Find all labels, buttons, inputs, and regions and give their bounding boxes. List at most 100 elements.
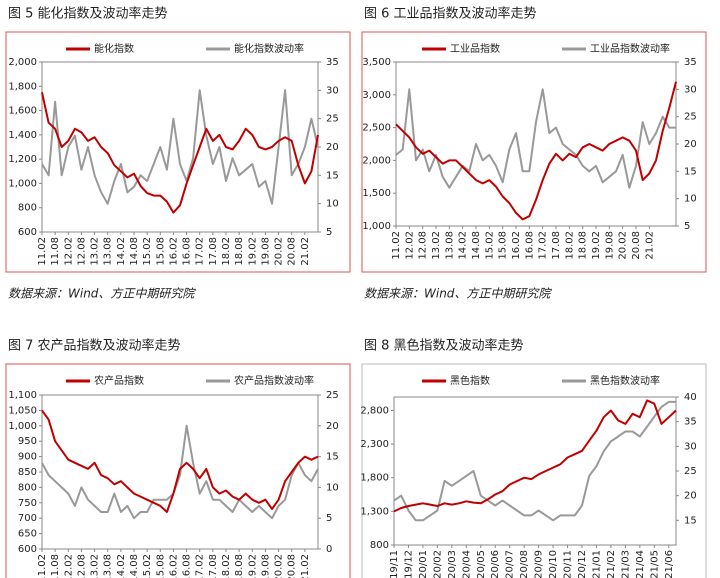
x-tick-label: 13.02 [90,237,101,266]
y2-tick-label: 15 [684,515,697,526]
y-tick-label: 2,500 [362,123,391,134]
series-line [41,89,319,205]
x-tick-label: 14.02 [116,237,127,266]
x-tick-label: 12.08 [76,554,87,578]
x-tick-label: 14.02 [458,231,469,260]
x-tick-label: 14.02 [116,554,127,578]
x-tick-label: 16.08 [182,554,193,578]
x-tick-label: 16.08 [182,237,193,266]
x-tick-label: 19.02 [247,237,258,266]
legend-label: 农产品指数波动率 [234,374,314,387]
x-tick-label: 20.08 [287,237,298,266]
y2-tick-label: 5 [684,221,690,232]
x-tick-label: 17.02 [195,554,206,578]
y2-tick-label: 5 [326,227,332,238]
legend-label: 能化指数波动率 [234,42,304,55]
x-tick-label: 21/02 [606,550,617,578]
y-tick-label: 600 [18,227,37,238]
x-tick-label: 17.08 [208,554,219,578]
y2-tick-label: 35 [326,57,339,68]
chart-frame [5,363,351,578]
x-tick-label: 19/12 [403,550,414,578]
x-tick-label: 12.08 [418,231,429,260]
x-tick-label: 20/03 [447,550,458,578]
series-line [395,88,676,189]
x-tick-label: 11.02 [37,554,48,578]
y-tick-label: 1,400 [8,130,37,141]
x-tick-label: 14.08 [129,554,140,578]
x-tick-label: 15.08 [498,231,509,260]
x-tick-label: 15.02 [142,237,153,266]
y2-tick-label: 20 [326,421,339,432]
y-tick-label: 900 [18,452,37,463]
x-tick-label: 13.02 [431,231,442,260]
x-tick-label: 15.08 [155,554,166,578]
x-tick-label: 15.08 [155,237,166,266]
x-tick-label: 15.02 [142,554,153,578]
y2-tick-label: 0 [326,544,332,555]
x-tick-label: 20/04 [461,550,472,578]
y2-tick-label: 35 [684,417,697,428]
y-tick-label: 950 [18,436,37,447]
chart-frame [5,31,351,273]
y-tick-label: 1,300 [360,506,389,517]
series-line [395,81,677,221]
y-tick-label: 1,500 [362,188,391,199]
x-tick-label: 13.08 [103,237,114,266]
series-line [393,399,677,513]
y2-tick-label: 30 [326,85,339,96]
x-tick-label: 21.02 [644,231,655,260]
y2-tick-label: 25 [684,112,697,123]
plot-area [393,396,677,546]
y-tick-label: 800 [18,203,37,214]
x-tick-label: 18.08 [578,231,589,260]
x-tick-label: 21/05 [649,550,660,578]
chart-frame [361,31,707,273]
y-tick-label: 1,050 [8,405,37,416]
x-tick-label: 20/05 [476,550,487,578]
y-tick-label: 750 [18,498,37,509]
chart-title: 图 5 能化指数及波动率走势 [8,6,168,22]
x-tick-label: 19.08 [604,231,615,260]
x-tick-label: 12.02 [63,237,74,266]
legend-label: 农产品指数 [94,374,144,387]
series-line [41,424,319,520]
y-tick-label: 1,000 [8,421,37,432]
y-tick-label: 1,200 [8,154,37,165]
x-tick-label: 20.08 [287,554,298,578]
x-tick-label: 17.02 [195,237,206,266]
x-tick-label: 18.08 [234,554,245,578]
x-tick-label: 12.02 [63,554,74,578]
x-tick-label: 11.02 [391,231,402,260]
y2-tick-label: 35 [684,57,697,68]
x-tick-label: 20/01 [418,550,429,578]
y2-tick-label: 40 [684,392,697,403]
y-tick-label: 3,000 [362,90,391,101]
x-tick-label: 19.08 [260,554,271,578]
y2-tick-label: 10 [684,194,697,205]
x-tick-label: 11.02 [37,237,48,266]
y-tick-label: 800 [18,482,37,493]
x-tick-label: 14.08 [129,237,140,266]
x-tick-label: 20/02 [432,550,443,578]
x-tick-label: 17.08 [551,231,562,260]
x-tick-label: 16.02 [168,237,179,266]
y-tick-label: 2,800 [360,405,389,416]
y2-tick-label: 5 [326,513,332,524]
y-tick-label: 1,800 [360,473,389,484]
y-tick-label: 1,000 [8,178,37,189]
x-tick-label: 20.02 [274,554,285,578]
y-tick-label: 800 [370,540,389,551]
chart-title: 图 7 农产品指数及波动率走势 [8,338,181,354]
x-tick-label: 21/01 [591,550,602,578]
x-tick-label: 20/06 [490,550,501,578]
x-tick-label: 14.08 [471,231,482,260]
x-tick-label: 16.02 [511,231,522,260]
x-tick-label: 17.08 [208,237,219,266]
chart-frame [361,363,707,578]
x-tick-label: 19.02 [591,231,602,260]
y2-tick-label: 10 [326,199,339,210]
x-tick-label: 18.02 [564,231,575,260]
y-tick-label: 2,300 [360,439,389,450]
